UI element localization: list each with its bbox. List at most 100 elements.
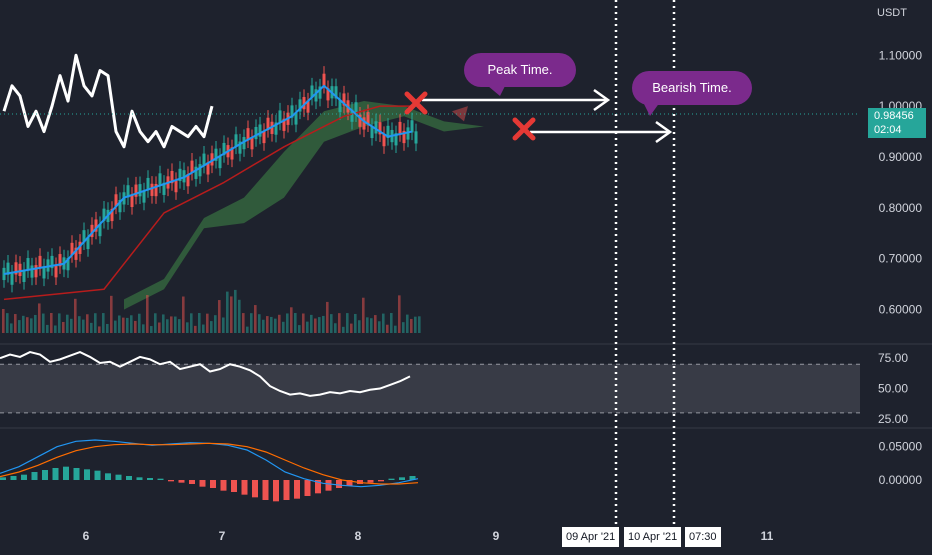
volume-bar [354,313,357,333]
candle-body [250,137,254,150]
candle-body [266,117,270,130]
volume-bar [138,313,141,333]
candle-body [410,120,414,133]
candle-body [210,153,214,166]
candle-body [66,258,70,271]
candle-body [162,182,166,195]
macd-histogram-bar [325,480,332,491]
volume-bar [346,313,349,333]
time-label-time: 07:30 [685,527,721,547]
volume-bar [298,325,301,333]
volume-bar [130,315,133,333]
candle-body [146,177,150,191]
volume-bar [414,316,417,333]
volume-bar [178,319,181,333]
candle-body [126,185,130,198]
macd-histogram-bar [241,480,248,495]
cloud-bullish [124,101,484,310]
indicator-lines [0,53,860,301]
candle-body [246,128,250,141]
candle-body [306,100,310,113]
macd-histogram-bar [399,477,405,480]
volume-bar [338,313,341,333]
macd-tick-label: 0.05000 [879,440,923,454]
candle-body [254,126,258,140]
price-tick-label: 0.60000 [879,303,923,317]
price-tick-label: 0.90000 [879,150,923,164]
volume-bar [110,295,113,333]
bearish-bubble-tail [644,102,660,116]
macd-histogram-bar [210,480,216,488]
volume-bar [406,314,409,333]
candle-body [262,130,266,144]
peak-time-label: Peak Time. [487,62,553,77]
candle-body [134,184,138,197]
volume-bar [162,314,165,333]
macd-histogram-bar [21,474,27,480]
volume-bar [126,317,129,333]
volume-bar [210,321,213,333]
ichimoku-conversion-line [3,84,413,275]
volume-bar [142,324,145,333]
rsi-tick-label: 25.00 [878,412,908,426]
volume-bar [294,313,297,333]
candle-body [154,183,158,197]
volume-bar [386,324,389,333]
volume-bar [82,319,85,333]
candle-body [258,124,262,137]
volume-bars [2,289,421,333]
bearish-time-bubble[interactable]: Bearish Time. [632,71,752,105]
macd-histogram-bar [378,480,384,482]
time-label-date-1: 09 Apr '21 [562,527,620,547]
candle-body [98,223,102,237]
candle-body [94,219,98,232]
candle-body [110,208,114,222]
macd-histogram-bar [52,468,59,480]
rsi-pane [0,343,932,414]
candle-body [238,141,242,154]
candle-body [198,164,202,177]
macd-histogram-bar [262,480,269,500]
volume-bar [274,318,277,333]
macd-histogram-bar [73,468,80,480]
volume-bar [366,317,369,333]
volume-bar [334,323,337,333]
volume-bar [326,301,329,333]
rsi-line [0,350,411,397]
candle-body [386,125,390,139]
candle-body [326,88,330,101]
candle-body [374,121,378,134]
volume-bar [146,295,149,333]
volume-bar [122,317,125,333]
volume-bar [78,316,81,333]
macd-histogram-bar [178,480,185,483]
volume-bar [74,298,77,333]
candle-body [2,267,6,281]
candle-body [30,265,34,278]
candle-body [150,183,154,196]
volume-bar [14,314,17,333]
peak-time-bubble[interactable]: Peak Time. [464,53,576,87]
volume-bar [54,325,57,333]
volume-bar [214,315,217,333]
candle-body [318,86,322,99]
volume-bar [38,303,41,333]
volume-bar [218,300,221,333]
candle-body [222,142,226,156]
volume-bar [306,321,309,333]
candle-body [22,269,26,283]
volume-bar [378,321,381,333]
candle-body [26,258,30,271]
time-label-date-2: 10 Apr '21 [624,527,682,547]
volume-bar [258,314,261,333]
volume-bar [282,321,285,333]
candle-body [70,242,74,256]
volume-bar [290,307,293,333]
volume-bar [394,325,397,333]
volume-bar [118,315,121,333]
macd-histogram-bar [304,480,311,496]
candle-body [398,121,402,135]
macd-tick-label: 0.00000 [879,473,923,487]
